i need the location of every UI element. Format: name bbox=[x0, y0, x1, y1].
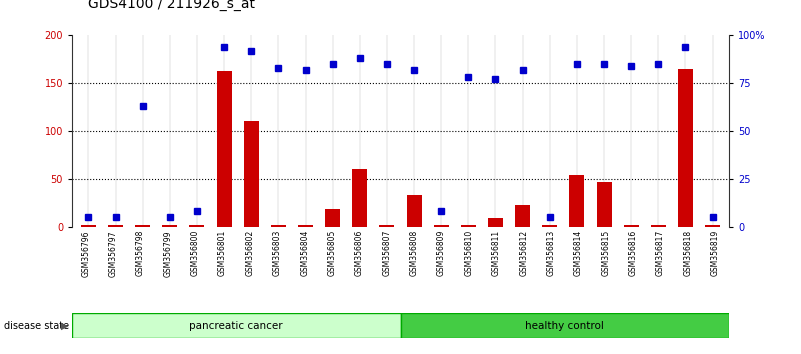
Text: GSM356813: GSM356813 bbox=[546, 230, 556, 276]
Text: GSM356797: GSM356797 bbox=[109, 230, 118, 276]
Text: GSM356804: GSM356804 bbox=[300, 230, 309, 276]
Text: GSM356803: GSM356803 bbox=[273, 230, 282, 276]
Bar bbox=[624, 225, 638, 227]
Text: GSM356818: GSM356818 bbox=[683, 230, 692, 276]
Text: GSM356819: GSM356819 bbox=[710, 230, 720, 276]
Bar bbox=[108, 225, 123, 227]
Text: GSM356816: GSM356816 bbox=[629, 230, 638, 276]
Bar bbox=[488, 218, 503, 227]
Text: GDS4100 / 211926_s_at: GDS4100 / 211926_s_at bbox=[88, 0, 255, 11]
Text: GSM356807: GSM356807 bbox=[382, 230, 392, 276]
Bar bbox=[163, 225, 177, 227]
Text: GSM356815: GSM356815 bbox=[602, 230, 610, 276]
Bar bbox=[651, 225, 666, 227]
Bar bbox=[135, 225, 150, 227]
Text: GSM356814: GSM356814 bbox=[574, 230, 583, 276]
Bar bbox=[81, 225, 96, 227]
Bar bbox=[380, 225, 394, 227]
Bar bbox=[298, 225, 313, 227]
Bar bbox=[597, 182, 611, 227]
Bar bbox=[678, 69, 693, 227]
Text: GSM356811: GSM356811 bbox=[492, 230, 501, 276]
Text: GSM356810: GSM356810 bbox=[465, 230, 473, 276]
Bar bbox=[570, 175, 585, 227]
Text: GSM356802: GSM356802 bbox=[245, 230, 255, 276]
Text: disease state: disease state bbox=[4, 321, 69, 331]
Text: GSM356796: GSM356796 bbox=[81, 230, 91, 276]
Bar bbox=[352, 169, 367, 227]
Bar bbox=[271, 225, 286, 227]
Text: GSM356799: GSM356799 bbox=[163, 230, 172, 276]
Text: GSM356812: GSM356812 bbox=[519, 230, 528, 276]
Bar bbox=[461, 225, 476, 227]
Text: GSM356808: GSM356808 bbox=[409, 230, 419, 276]
Bar bbox=[400, 313, 729, 338]
Bar bbox=[515, 205, 530, 227]
Text: GSM356805: GSM356805 bbox=[328, 230, 336, 276]
Text: GSM356817: GSM356817 bbox=[656, 230, 665, 276]
Bar bbox=[325, 209, 340, 227]
Text: GSM356806: GSM356806 bbox=[355, 230, 364, 276]
Text: GSM356798: GSM356798 bbox=[136, 230, 145, 276]
Text: GSM356809: GSM356809 bbox=[437, 230, 446, 276]
Text: pancreatic cancer: pancreatic cancer bbox=[190, 321, 283, 331]
Text: healthy control: healthy control bbox=[525, 321, 604, 331]
Text: ▶: ▶ bbox=[61, 321, 68, 331]
Text: GSM356801: GSM356801 bbox=[218, 230, 227, 276]
Bar bbox=[72, 313, 400, 338]
Bar bbox=[216, 71, 231, 227]
Bar bbox=[407, 195, 421, 227]
Bar bbox=[542, 225, 557, 227]
Bar bbox=[705, 225, 720, 227]
Text: GSM356800: GSM356800 bbox=[191, 230, 199, 276]
Bar bbox=[434, 225, 449, 227]
Bar bbox=[244, 121, 259, 227]
Bar bbox=[190, 225, 204, 227]
